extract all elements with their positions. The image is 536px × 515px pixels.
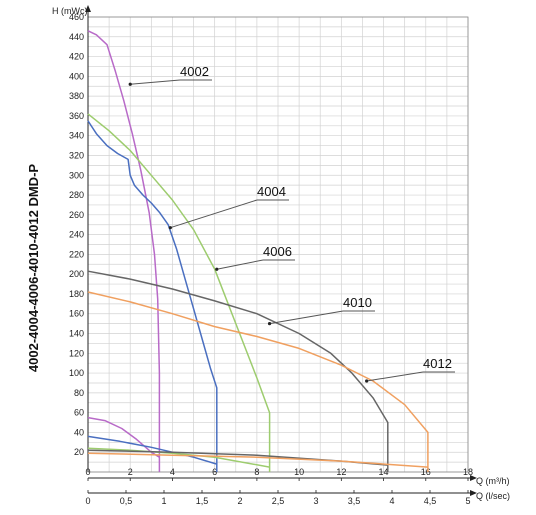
y-tick-label: 40 [74, 427, 84, 437]
x2-axis-arrow [470, 490, 477, 496]
x2-tick-label: 3 [313, 496, 318, 506]
callout-4006-dot [215, 267, 219, 271]
series-4004-power-curve [87, 435, 218, 465]
y-tick-label: 400 [69, 71, 84, 81]
series-4004-head-curve [87, 120, 218, 472]
x2-tick-label: 2,5 [272, 496, 285, 506]
x2-tick-label: 5 [465, 496, 470, 506]
x-tick-label: 0 [85, 467, 90, 477]
callout-layer: 4002 4004 4006 4010 4012 [128, 64, 455, 383]
series-4006-head-curve [87, 113, 271, 472]
x2-axis-label: Q (l/sec) [476, 491, 510, 501]
x2-tick-label: 0 [85, 496, 90, 506]
series-4012-power-curve [87, 452, 428, 468]
x2-tick-label: 0,5 [120, 496, 133, 506]
y-tick-label: 200 [69, 269, 84, 279]
y-tick-label: 220 [69, 249, 84, 259]
y-tick-label: 340 [69, 131, 84, 141]
series-4002-power-curve [87, 416, 160, 458]
y-tick-label: 20 [74, 447, 84, 457]
y-tick-label: 140 [69, 329, 84, 339]
y-tick-label: 120 [69, 348, 84, 358]
callout-4004-dot [168, 226, 172, 230]
x-tick-label: 4 [170, 467, 175, 477]
callout-4002-label: 4002 [180, 64, 209, 79]
callout-4012-leader [366, 371, 424, 382]
y-tick-label: 440 [69, 32, 84, 42]
x-tick-label: 10 [294, 467, 304, 477]
x2-tick-label: 1 [161, 496, 166, 506]
y-tick-label: 420 [69, 52, 84, 62]
chart-title: 4002-4004-4006-4010-4012 DMD-P [26, 164, 41, 372]
x2-tick-label: 4 [389, 496, 394, 506]
x2-tick-label: 3,5 [348, 496, 361, 506]
y-tick-label: 300 [69, 170, 84, 180]
x-axis-label: Q (m³/h) [476, 476, 510, 486]
y-axis-arrow [85, 5, 91, 12]
x-axis-arrow [470, 475, 477, 481]
y-tick-label: 360 [69, 111, 84, 121]
x-tick-label: 2 [128, 467, 133, 477]
x2-tick-label: 2 [237, 496, 242, 506]
y-tick-label: 60 [74, 408, 84, 418]
x-tick-label: 8 [254, 467, 259, 477]
callout-4004-label: 4004 [257, 184, 286, 199]
y-tick-label: 280 [69, 190, 84, 200]
y-tick-label: 80 [74, 388, 84, 398]
callout-4010-dot [267, 322, 272, 326]
series-4012-head-curve [87, 291, 429, 472]
y-axis-label: H (mWc) [52, 6, 88, 16]
series-4002-head-curve [87, 30, 161, 472]
callout-4010-leader [269, 310, 344, 325]
y-tick-label: 240 [69, 230, 84, 240]
y-tick-label: 180 [69, 289, 84, 299]
y-tick-label: 460 [69, 12, 84, 22]
y-tick-label: 100 [69, 368, 84, 378]
callout-4006-label: 4006 [263, 244, 292, 259]
callout-4004-leader [170, 199, 258, 229]
x2-tick-label: 1,5 [196, 496, 209, 506]
y-tick-label: 260 [69, 210, 84, 220]
x2-tick-label: 4,5 [424, 496, 437, 506]
x-tick-label: 6 [212, 467, 217, 477]
x-tick-label: 18 [463, 467, 473, 477]
series-4010-head-curve [87, 270, 389, 472]
callout-4010-label: 4010 [343, 295, 372, 310]
x-tick-label: 16 [421, 467, 431, 477]
y-tick-label: 380 [69, 91, 84, 101]
callout-4012-label: 4012 [423, 356, 452, 371]
series-layer [87, 30, 429, 472]
callout-4012-dot [365, 379, 369, 383]
callout-4002-leader [130, 79, 181, 85]
x-tick-label: 14 [379, 467, 389, 477]
series-4006-power-curve [87, 447, 270, 468]
axes: 2040608010012014016018020022024026028030… [69, 5, 477, 506]
x-tick-label: 12 [336, 467, 346, 477]
callout-4006-leader [216, 259, 264, 270]
y-tick-label: 160 [69, 309, 84, 319]
callout-4002-dot [128, 82, 132, 86]
y-tick-label: 320 [69, 150, 84, 160]
